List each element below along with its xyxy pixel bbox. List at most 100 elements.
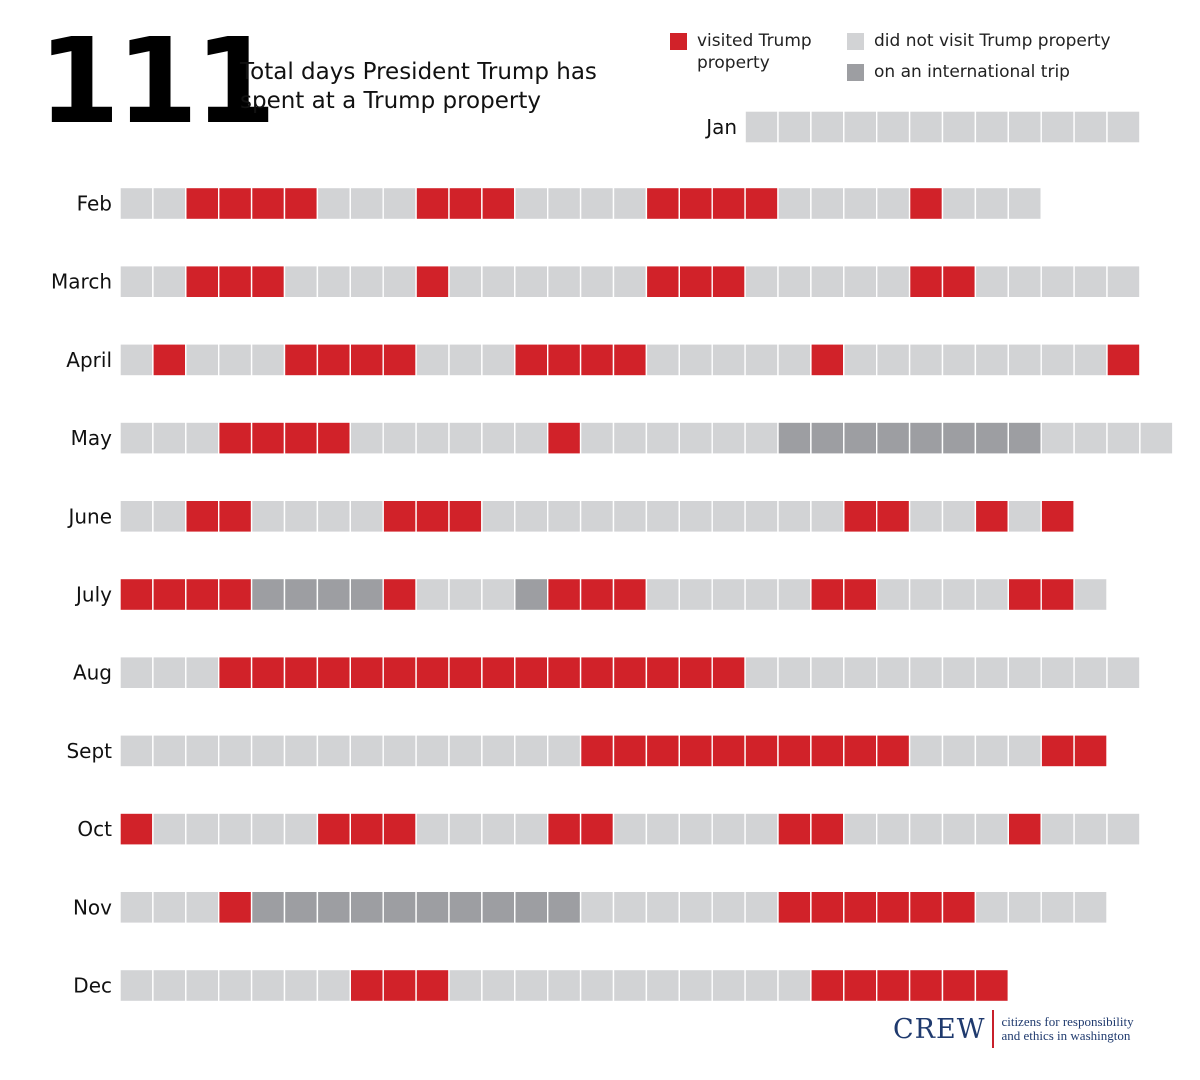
day-cell-dec-22-visited [810, 968, 845, 1003]
legend-item-not-visited: did not visit Trump property [847, 30, 1167, 52]
day-cell-june-17-not-visited [645, 499, 681, 533]
day-cell-sept-28-not-visited [1007, 734, 1042, 768]
day-cell-sept-24-visited [876, 734, 911, 768]
day-cell-april-26-not-visited [941, 343, 977, 377]
day-cell-oct-4-not-visited [217, 812, 253, 846]
day-cell-nov-19-not-visited [711, 890, 746, 924]
day-cell-april-31-visited [1106, 343, 1141, 377]
day-cell-march-13-not-visited [514, 265, 549, 299]
legend-swatch-international [847, 64, 864, 81]
day-cell-sept-15-visited [579, 734, 615, 768]
day-cell-april-19-not-visited [711, 343, 746, 377]
day-cell-may-26-international [941, 421, 977, 455]
day-cell-sept-22-visited [810, 734, 845, 768]
day-cell-sept-27-not-visited [974, 734, 1010, 768]
day-cell-nov-25-visited [908, 890, 944, 924]
legend-item-international: on an international trip [847, 61, 1167, 83]
day-cell-june-5-not-visited [250, 499, 286, 533]
day-cell-april-14-visited [547, 343, 582, 377]
day-cell-dec-26-visited [941, 968, 977, 1003]
day-cell-aug-9-visited [382, 656, 417, 690]
day-cell-oct-26-not-visited [941, 812, 977, 846]
day-cell-april-2-visited [152, 343, 187, 377]
day-cell-may-18-not-visited [678, 421, 713, 455]
day-cell-sept-30-visited [1073, 734, 1108, 768]
day-cell-aug-31-not-visited [1106, 656, 1141, 690]
day-cell-oct-28-visited [1007, 812, 1042, 846]
day-cell-april-8-visited [349, 343, 384, 377]
day-cell-feb-1-not-visited [119, 186, 154, 221]
day-cell-oct-3-not-visited [185, 812, 220, 846]
day-cell-may-19-not-visited [711, 421, 746, 455]
day-cell-nov-17-not-visited [645, 890, 681, 924]
day-cell-jan-22-not-visited [810, 110, 845, 144]
day-cell-march-15-not-visited [579, 265, 615, 299]
day-cell-march-29-not-visited [1040, 265, 1075, 299]
day-cell-aug-16-visited [612, 656, 648, 690]
day-cell-dec-19-not-visited [711, 968, 746, 1003]
day-cell-dec-25-visited [908, 968, 944, 1003]
day-cell-june-8-not-visited [349, 499, 384, 533]
day-cell-nov-20-not-visited [744, 890, 779, 924]
day-cell-oct-27-not-visited [974, 812, 1010, 846]
day-cell-dec-10-visited [415, 968, 450, 1003]
day-cell-nov-12-international [481, 890, 516, 924]
day-cell-may-3-not-visited [185, 421, 220, 455]
day-cell-oct-29-not-visited [1040, 812, 1075, 846]
day-cell-may-9-not-visited [382, 421, 417, 455]
day-cell-march-9-not-visited [382, 265, 417, 299]
day-cell-aug-15-visited [579, 656, 615, 690]
day-cell-feb-11-visited [448, 186, 483, 221]
day-cell-dec-24-visited [876, 968, 911, 1003]
day-cell-dec-21-not-visited [777, 968, 812, 1003]
day-cell-may-13-not-visited [514, 421, 549, 455]
day-cell-july-24-not-visited [876, 577, 911, 612]
day-cell-may-22-international [810, 421, 845, 455]
month-label-may: May [71, 426, 113, 450]
day-cell-july-2-visited [152, 577, 187, 612]
day-cell-may-25-international [908, 421, 944, 455]
day-cell-nov-22-visited [810, 890, 845, 924]
day-cell-march-14-not-visited [547, 265, 582, 299]
day-cell-dec-1-not-visited [119, 968, 154, 1003]
day-cell-april-23-not-visited [843, 343, 878, 377]
day-cell-march-23-not-visited [843, 265, 878, 299]
day-cell-sept-9-not-visited [382, 734, 417, 768]
day-cell-april-17-not-visited [645, 343, 681, 377]
day-cell-sept-25-not-visited [908, 734, 944, 768]
day-cell-jan-21-not-visited [777, 110, 812, 144]
day-cell-dec-2-not-visited [152, 968, 187, 1003]
day-cell-june-13-not-visited [514, 499, 549, 533]
day-cell-may-5-visited [250, 421, 286, 455]
day-cell-july-11-not-visited [448, 577, 483, 612]
day-cell-sept-1-not-visited [119, 734, 154, 768]
day-cell-dec-13-not-visited [514, 968, 549, 1003]
day-cell-march-27-not-visited [974, 265, 1010, 299]
day-cell-may-10-not-visited [415, 421, 450, 455]
day-cell-aug-18-visited [678, 656, 713, 690]
day-cell-jan-27-not-visited [974, 110, 1010, 144]
day-cell-july-16-visited [612, 577, 648, 612]
day-cell-june-21-not-visited [777, 499, 812, 533]
day-cell-oct-15-visited [579, 812, 615, 846]
day-cell-feb-16-not-visited [612, 186, 648, 221]
day-cell-march-18-visited [678, 265, 713, 299]
day-cell-july-30-not-visited [1073, 577, 1108, 612]
day-cell-feb-14-not-visited [547, 186, 582, 221]
day-cell-nov-27-not-visited [974, 890, 1010, 924]
day-cell-nov-16-not-visited [612, 890, 648, 924]
day-cell-july-8-international [349, 577, 384, 612]
legend-swatch-not-visited [847, 33, 864, 50]
day-cell-march-7-not-visited [316, 265, 351, 299]
day-cell-june-15-not-visited [579, 499, 615, 533]
day-cell-oct-9-visited [382, 812, 417, 846]
day-cell-sept-12-not-visited [481, 734, 516, 768]
day-cell-dec-17-not-visited [645, 968, 681, 1003]
day-cell-july-17-not-visited [645, 577, 681, 612]
day-cell-april-6-visited [283, 343, 319, 377]
day-cell-feb-15-not-visited [579, 186, 615, 221]
day-cell-oct-19-not-visited [711, 812, 746, 846]
day-cell-aug-29-not-visited [1040, 656, 1075, 690]
legend-item-visited: visited Trump property [670, 30, 830, 74]
day-cell-oct-12-not-visited [481, 812, 516, 846]
